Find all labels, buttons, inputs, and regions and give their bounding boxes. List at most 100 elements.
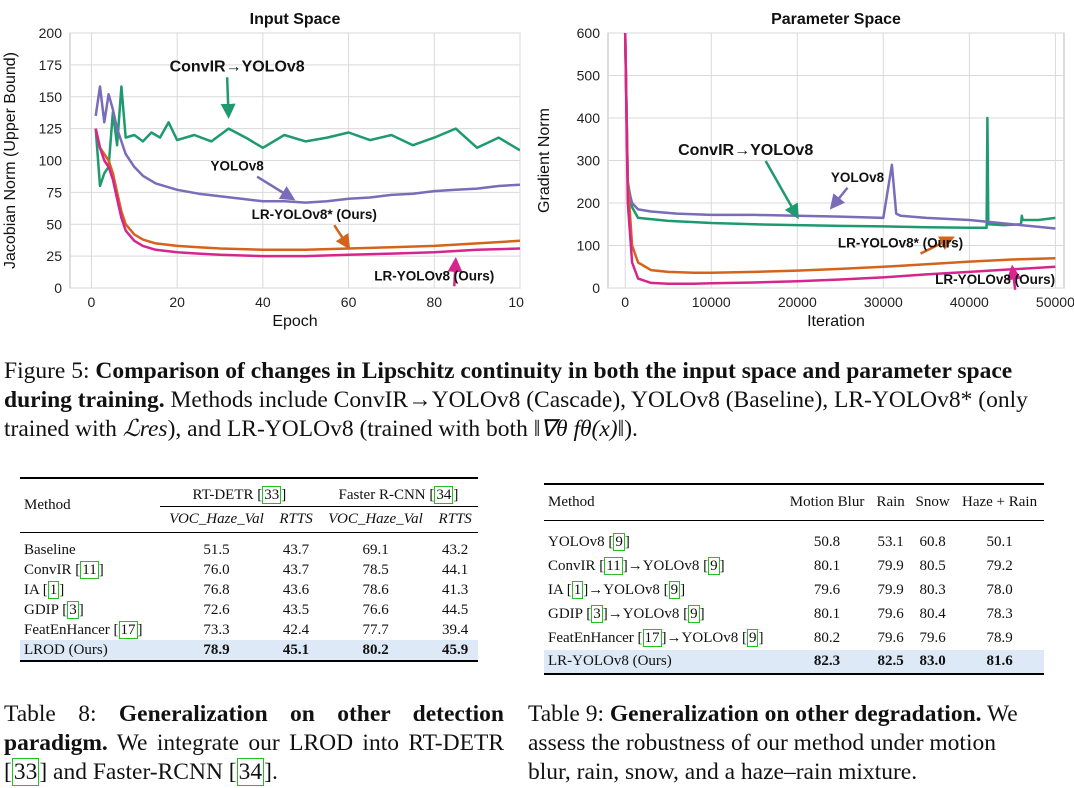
table-row: GDIP [3] 72.6 43.5 76.6 44.5 <box>20 600 478 620</box>
parameter-space-annotation-label: YOLOv8 <box>831 170 885 185</box>
t8-cell: 51.5 <box>203 541 230 558</box>
parameter-space-y-tick-label: 300 <box>577 153 601 169</box>
t9-cell: 82.3 <box>782 650 872 674</box>
t9-caption-label: Table 9: <box>528 701 610 727</box>
t8-sub-rtts-2: RTTS <box>432 505 478 532</box>
input-space-y-tick-label: 0 <box>54 280 62 296</box>
parameter-space-x-tick-label: 30000 <box>864 294 903 310</box>
t9-cell: 80.3 <box>919 581 946 598</box>
input-space-annotation-label: LR-YOLOv8 (Ours) <box>374 268 494 283</box>
t8-caption-label: Table 8: <box>4 701 119 727</box>
parameter-space-x-tick-label: 40000 <box>950 294 989 310</box>
input-space-chart-svg: 0 25 50 75 100 125 150 175 200 0 20 40 60 80 100 Input … <box>2 11 532 330</box>
parameter-space-x-axis-label: Iteration <box>807 313 865 330</box>
t8-row-ref[interactable]: 11 <box>80 560 99 579</box>
table-row-highlight: LROD (Ours) 78.9 45.1 80.2 45.9 <box>20 640 478 661</box>
parameter-space-y-axis-label: Gradient Norm <box>536 108 553 213</box>
input-space-x-tick-label: 100 <box>508 294 524 310</box>
parameter-space-x-tick-label: 10000 <box>692 294 731 310</box>
table-8-grid: Method RT-DETR [33] Faster R-CNN [34] VO… <box>20 477 478 663</box>
t8-row-method: LROD (Ours) <box>20 640 160 661</box>
t8-row-ref[interactable]: 17 <box>118 620 138 639</box>
input-space-annotation-arrow <box>447 256 463 287</box>
parameter-space-annotation-arrow <box>829 186 849 210</box>
parameter-space-annotation-label: LR-YOLOv8 (Ours) <box>935 272 1055 287</box>
t9-prefix-ref[interactable]: 3 <box>591 604 603 623</box>
t9-row-ref[interactable]: 9 <box>746 628 759 647</box>
t8-cell: 73.3 <box>203 621 230 638</box>
t9-cell: 80.1 <box>813 605 841 622</box>
figure-caption-text-3: ). <box>624 416 638 442</box>
t8-row-method: FeatEnHancer [17] <box>24 620 143 639</box>
t9-prefix-ref[interactable]: 11 <box>604 556 623 575</box>
table-row: Baseline 51.5 43.7 69.1 43.2 <box>20 540 478 560</box>
table-row: IA [1]→YOLOv8 [9] 79.6 79.9 80.3 78.0 <box>544 578 1044 602</box>
chart-input-space: 0 25 50 75 100 125 150 175 200 0 20 40 60 80 100 Input … <box>0 0 532 340</box>
table-8: Method RT-DETR [33] Faster R-CNN [34] VO… <box>20 477 478 663</box>
t9-col-header: Snow <box>910 483 956 521</box>
table-row: FeatEnHancer [17]→YOLOv8 [9] 80.2 79.6 7… <box>544 626 1044 650</box>
table-row-highlight: LR-YOLOv8 (Ours) 82.3 82.5 83.0 81.6 <box>544 650 1044 674</box>
t9-cell: 79.6 <box>919 629 946 646</box>
input-space-y-tick-label: 100 <box>39 153 63 169</box>
t8-cell: 76.0 <box>203 561 230 578</box>
input-space-annotation-label: YOLOv8 <box>211 159 265 174</box>
input-space-annotation-arrow <box>220 77 236 119</box>
chart-parameter-space: 0 100 200 300 400 500 600 0 10000 20000 30000 40000… <box>534 0 1074 340</box>
t9-cell: 79.9 <box>877 581 904 598</box>
t8-group1-label: RT-DETR <box>192 486 254 503</box>
t9-cell: 50.8 <box>813 533 841 550</box>
t8-caption-ref-2[interactable]: 34 <box>236 758 265 786</box>
t9-cell: 79.9 <box>877 557 904 574</box>
t9-prefix-ref[interactable]: 17 <box>642 628 662 647</box>
input-space-y-tick-label: 75 <box>46 184 62 200</box>
t9-cell: 79.6 <box>877 629 904 646</box>
t8-sub-voc-2: VOC_Haze_Val <box>318 505 433 532</box>
parameter-space-chart-title: Parameter Space <box>771 11 901 28</box>
table-row: ConvIR [11] 76.0 43.7 78.5 44.1 <box>20 560 478 580</box>
input-space-x-tick-label: 40 <box>255 294 271 310</box>
parameter-space-annotation-arrow <box>919 236 955 255</box>
t8-cell: 43.7 <box>282 541 310 558</box>
t8-cell: 41.3 <box>442 581 469 598</box>
t9-row-ref[interactable]: 9 <box>668 580 681 599</box>
t8-cell: 43.5 <box>282 601 310 618</box>
t8-caption-ref-1[interactable]: 33 <box>11 758 40 786</box>
t8-row-ref[interactable]: 3 <box>67 600 79 619</box>
t8-cell: 44.1 <box>442 561 469 578</box>
t8-group1-ref[interactable]: 33 <box>262 485 282 504</box>
parameter-space-series-lr-yolov8-ours <box>623 33 1056 286</box>
input-space-annotation-label: ConvIR→YOLOv8 <box>170 58 305 75</box>
t8-row-ref[interactable]: 1 <box>47 580 60 599</box>
input-space-y-tick-label: 50 <box>46 216 62 232</box>
t9-prefix-ref[interactable]: 1 <box>571 580 584 599</box>
input-space-annotation-arrow <box>256 175 296 201</box>
parameter-space-y-tick-label: 500 <box>577 68 601 84</box>
table-row: GDIP [3]→YOLOv8 [9] 80.1 79.6 80.4 78.3 <box>544 602 1044 626</box>
input-space-x-tick-label: 60 <box>341 294 357 310</box>
parameter-space-y-tick-label: 600 <box>577 25 601 41</box>
t9-cell: 82.5 <box>871 650 911 674</box>
t9-row-ref[interactable]: 9 <box>708 556 720 575</box>
t9-cell: 60.8 <box>919 533 946 550</box>
t8-cell: 43.7 <box>282 561 310 578</box>
t8-cell: 43.6 <box>282 581 310 598</box>
parameter-space-annotation-arrow <box>1006 264 1022 290</box>
t8-row-method: IA [1] <box>24 580 65 599</box>
t8-group2-ref[interactable]: 34 <box>434 485 454 504</box>
figure-caption-label: Figure 5: <box>4 358 96 384</box>
t9-cell: 80.2 <box>813 629 841 646</box>
parameter-space-x-tick-label: 20000 <box>778 294 817 310</box>
input-space-y-tick-label: 150 <box>39 89 63 105</box>
parameter-space-annotation-label: LR-YOLOv8* (Ours) <box>838 236 963 251</box>
t9-row-method: FeatEnHancer [17]→YOLOv8 [9] <box>548 628 764 647</box>
input-space-series-lr-yolov8-ours <box>94 128 520 258</box>
t9-row-ref[interactable]: 9 <box>613 532 625 551</box>
t9-cell: 80.4 <box>919 605 946 622</box>
t8-cell: 78.5 <box>362 561 389 578</box>
t9-row-ref[interactable]: 9 <box>688 604 700 623</box>
parameter-space-series-lr-yolov8-ours <box>623 33 1056 274</box>
input-space-x-axis-label: Epoch <box>272 313 317 330</box>
t8-cell: 43.2 <box>442 541 469 558</box>
figure-caption: Figure 5: Comparison of changes in Lipsc… <box>4 357 1070 444</box>
